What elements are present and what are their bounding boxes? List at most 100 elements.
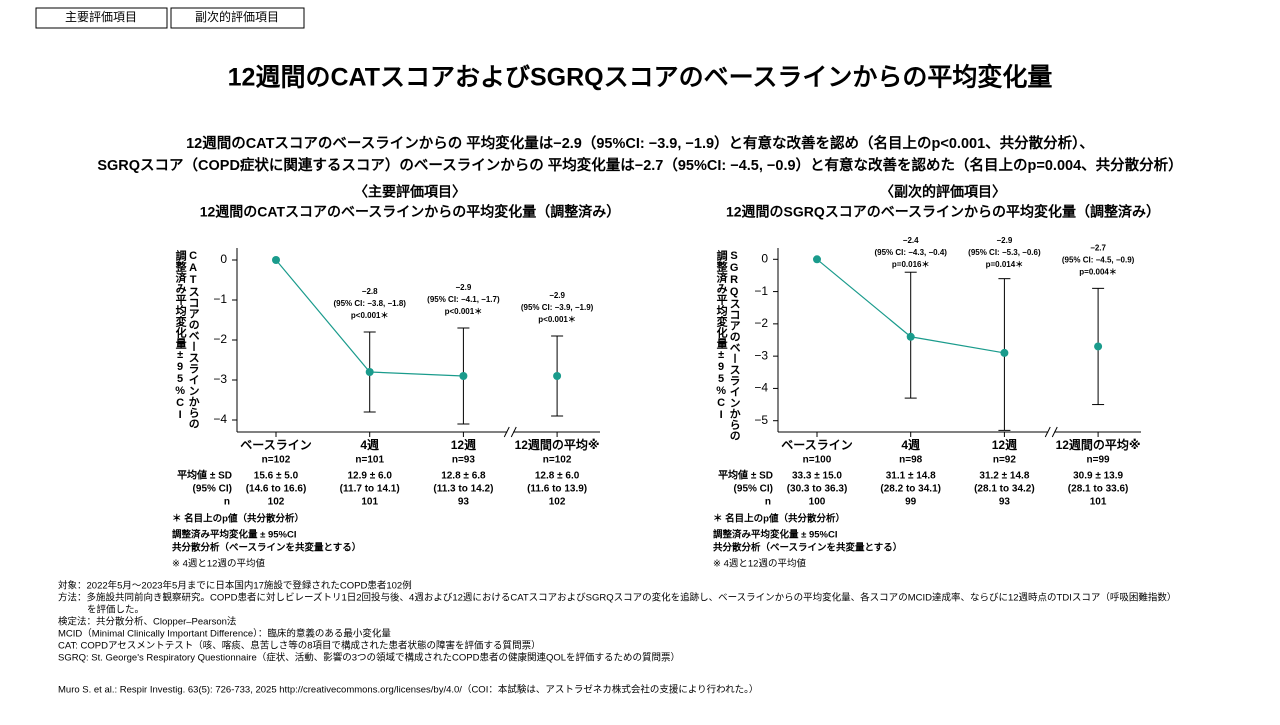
tab-label[interactable]: 副次的評価項目: [195, 9, 279, 24]
note: MCID（Minimal Clinically Important Differ…: [58, 628, 391, 640]
y-tick-label: −4: [213, 412, 227, 426]
table-cell: 101: [1090, 497, 1107, 508]
x-tick-label: 12週間の平均※: [515, 437, 600, 452]
table-row-label: n: [765, 497, 771, 508]
data-point: [365, 368, 374, 376]
table-cell: 31.2 ± 14.8: [979, 471, 1029, 482]
table-cell: 100: [809, 497, 826, 508]
value-label: −2.8: [362, 287, 378, 296]
table-row-label: n: [224, 497, 230, 508]
footnote: ※ 4週と12週の平均値: [172, 558, 265, 570]
y-axis-label: 調整済み平均変化量±95%CI: [715, 249, 729, 421]
tab-box[interactable]: [170, 7, 305, 29]
value-label: −2.9: [549, 291, 565, 300]
footnote: 共分散分析（ベースラインを共変量とする）: [172, 542, 361, 554]
value-label: −2.9: [456, 283, 472, 292]
summary: SGRQスコア（COPD症状に関連するスコア）のベースラインからの 平均変化量は…: [97, 156, 1182, 174]
y-axis-label: 調整済み平均変化量±95%CI: [174, 249, 188, 421]
table-cell: (14.6 to 16.6): [246, 484, 307, 495]
axis-break: [1051, 426, 1058, 438]
table-cell: 101: [361, 497, 378, 508]
chart-header: 12週間のCATスコアのベースラインからの平均変化量（調整済み）: [200, 204, 621, 220]
n-label: n=92: [993, 455, 1017, 466]
note: 方法：多施設共同前向き観察研究。COPD患者に対しビレーズトリ1日2回投与後、4…: [58, 592, 1176, 604]
y-tick-label: 0: [761, 251, 768, 265]
n-label: n=100: [803, 455, 832, 466]
table-cell: 99: [905, 497, 917, 508]
x-tick-label: 12週: [992, 437, 1017, 452]
table-cell: 15.6 ± 5.0: [254, 471, 299, 482]
value-label: −2.4: [903, 236, 919, 245]
tab-box[interactable]: [35, 7, 168, 29]
table-cell: 12.8 ± 6.0: [535, 471, 580, 482]
y-tick-label: −4: [754, 381, 768, 395]
n-label: n=101: [355, 455, 384, 466]
n-label: n=102: [543, 455, 572, 466]
note: 対象：2022年5月～2023年5月までに日本国内17施設で登録されたCOPD患…: [58, 580, 412, 592]
p-label: p<0.001＊: [538, 315, 576, 324]
value-label: −2.9: [997, 236, 1013, 245]
footnote: 共分散分析（ベースラインを共変量とする）: [713, 542, 902, 554]
citation: Muro S. et al.: Respir Investig. 63(5): …: [58, 684, 758, 696]
footnote: ＊ 名目上のp値（共分散分析）: [713, 513, 845, 525]
table-cell: 12.8 ± 6.8: [441, 471, 486, 482]
note: を評価した。: [87, 604, 144, 616]
value-label: −2.7: [1090, 243, 1106, 252]
data-point: [813, 255, 821, 264]
table-cell: 31.1 ± 14.8: [886, 471, 936, 482]
footnote: 調整済み平均変化量 ± 95%CI: [172, 529, 297, 541]
y-axis-label: SGRQスコアのベースラインからの: [728, 250, 741, 441]
tab-label[interactable]: 主要評価項目: [65, 9, 137, 24]
x-tick-label: 12週間の平均※: [1056, 437, 1141, 452]
table-cell: (30.3 to 36.3): [787, 484, 848, 495]
data-point: [906, 332, 915, 341]
data-point: [553, 372, 562, 380]
chart-header: 〈副次的評価項目〉: [880, 184, 1006, 200]
y-tick-label: −5: [754, 413, 768, 427]
table-row-label: (95% CI): [193, 484, 232, 495]
p-label: p=0.016＊: [892, 260, 930, 269]
table-cell: 93: [999, 497, 1011, 508]
ci-label: (95% CI: −5.3, −0.6): [968, 248, 1041, 257]
table-cell: 30.9 ± 13.9: [1073, 471, 1123, 482]
x-tick-label: ベースライン: [781, 438, 852, 452]
axis-break: [503, 426, 510, 438]
table-row-label: (95% CI): [734, 484, 773, 495]
table-cell: 33.3 ± 15.0: [792, 471, 842, 482]
table-cell: (11.7 to 14.1): [340, 484, 400, 495]
note: 検定法：共分散分析、Clopper–Pearson法: [58, 616, 236, 628]
y-tick-label: −2: [754, 316, 768, 330]
table-cell: (28.1 to 34.2): [974, 484, 1035, 495]
summary: 12週間のCATスコアのベースラインからの 平均変化量は−2.9（95%CI: …: [186, 134, 1094, 152]
ci-label: (95% CI: −4.1, −1.7): [427, 295, 500, 304]
chart-header: 〈主要評価項目〉: [354, 184, 466, 200]
p-label: p<0.001＊: [351, 311, 389, 320]
y-tick-label: −3: [754, 348, 768, 362]
data-point: [1000, 348, 1009, 357]
p-label: p=0.014＊: [986, 260, 1024, 269]
ci-label: (95% CI: −3.9, −1.9): [521, 303, 594, 312]
ci-label: (95% CI: −3.8, −1.8): [333, 299, 406, 308]
x-tick-label: 4週: [901, 437, 920, 452]
p-label: p<0.001＊: [445, 307, 483, 316]
n-label: n=99: [1087, 455, 1111, 466]
footnote: ※ 4週と12週の平均値: [713, 558, 806, 570]
note: SGRQ: St. George's Respiratory Questionn…: [58, 652, 680, 664]
y-tick-label: 0: [220, 252, 227, 266]
table-row-label: 平均値 ± SD: [177, 469, 232, 482]
n-label: n=98: [899, 455, 923, 466]
x-tick-label: ベースライン: [240, 438, 311, 452]
data-point: [272, 256, 280, 264]
chart-header: 12週間のSGRQスコアのベースラインからの平均変化量（調整済み）: [726, 204, 1160, 220]
table-cell: (28.2 to 34.1): [880, 484, 941, 495]
footnote: ＊ 名目上のp値（共分散分析）: [172, 513, 304, 525]
data-point: [1094, 342, 1103, 351]
table-cell: 93: [458, 497, 470, 508]
y-tick-label: −2: [213, 332, 227, 346]
y-axis-label: CATスコアのベースラインからの: [187, 250, 200, 429]
axis-break: [1044, 426, 1051, 438]
y-tick-label: −1: [754, 284, 768, 298]
data-point: [459, 372, 468, 380]
table-cell: 102: [549, 497, 566, 508]
